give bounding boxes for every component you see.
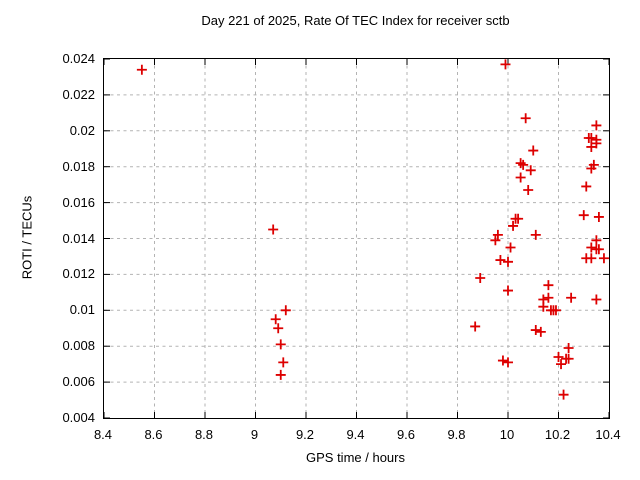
data-point-marker [566, 292, 577, 303]
data-point-marker [558, 389, 569, 400]
y-tick-label: 0.006 [62, 374, 95, 390]
x-tick-label: 8.4 [93, 427, 113, 442]
data-point-marker [591, 120, 602, 131]
data-point-marker [515, 158, 526, 169]
data-point-marker [530, 229, 541, 240]
data-point-marker [528, 145, 539, 156]
y-tick-label: 0.016 [62, 194, 95, 210]
data-point-marker [591, 138, 602, 149]
data-point-marker [515, 172, 526, 183]
data-point-marker [505, 242, 516, 253]
data-point-marker [563, 353, 574, 364]
data-point-marker [535, 326, 546, 337]
y-tick-label: 0.014 [62, 230, 95, 246]
y-tick-label: 0.01 [69, 302, 95, 318]
data-point-marker [503, 256, 513, 267]
data-point-marker [586, 141, 597, 152]
data-point-marker [520, 113, 531, 124]
y-tick-label: 0.02 [69, 122, 95, 138]
data-point-marker [503, 357, 513, 368]
data-point-marker [556, 359, 567, 370]
data-point-marker [495, 255, 506, 266]
x-tick-label: 10.4 [595, 427, 621, 442]
x-tick-label: 10.2 [544, 427, 571, 442]
y-tick-label: 0.004 [62, 410, 95, 425]
data-point-marker [593, 244, 604, 255]
data-point-marker [475, 272, 486, 283]
data-point-marker [578, 210, 589, 221]
y-tick-label: 0.018 [62, 158, 95, 174]
data-point-marker [270, 314, 281, 325]
x-tick-label: 10 [499, 427, 515, 442]
data-point-marker [275, 369, 286, 380]
data-point-marker [586, 242, 597, 253]
data-point-marker [268, 224, 279, 235]
x-axis-label: GPS time / hours [306, 450, 405, 465]
data-point-marker [543, 280, 554, 291]
data-point-marker [273, 323, 284, 334]
x-tick-label: 9 [250, 427, 259, 442]
y-tick-label: 0.008 [62, 338, 95, 354]
data-point-marker [278, 357, 289, 368]
x-tick-label: 9.4 [346, 427, 365, 442]
data-point-marker [591, 235, 602, 246]
data-point-marker [591, 294, 602, 305]
data-point-marker [500, 59, 511, 70]
y-tick-label: 0.022 [62, 86, 95, 102]
data-point-marker [503, 285, 513, 296]
data-point-marker [275, 339, 286, 350]
data-point-marker [593, 211, 604, 222]
x-tick-label: 8.8 [194, 427, 214, 442]
data-point-marker [470, 321, 481, 332]
chart-title: Day 221 of 2025, Rate Of TEC Index for r… [201, 13, 510, 28]
data-point-marker [538, 301, 549, 312]
y-tick-label: 0.012 [62, 266, 95, 282]
data-point-marker [490, 235, 501, 246]
data-point-marker [492, 229, 503, 240]
data-point-marker [497, 355, 508, 366]
data-point-marker [530, 325, 541, 336]
data-point-marker [598, 253, 609, 264]
x-tick-label: 9.2 [295, 427, 315, 442]
data-point-marker [508, 220, 519, 231]
data-point-marker [550, 305, 561, 316]
data-point-marker [513, 213, 524, 224]
data-point-marker [525, 165, 536, 176]
x-tick-label: 9.6 [396, 427, 416, 442]
x-tick-label: 8.6 [144, 427, 163, 442]
data-point-marker [586, 163, 597, 174]
x-tick-label: 9.8 [447, 427, 466, 442]
data-point-marker [280, 305, 291, 316]
data-point-marker [586, 132, 597, 143]
data-point-marker [518, 159, 529, 170]
data-point-marker [553, 351, 564, 362]
data-point-marker [581, 181, 592, 192]
data-point-marker [563, 342, 574, 353]
data-point-marker [543, 292, 554, 303]
y-tick-label: 0.024 [62, 51, 95, 66]
data-point-marker [586, 253, 597, 264]
data-point-marker [136, 64, 147, 75]
plot-canvas [104, 59, 609, 418]
plot-area [103, 58, 610, 419]
y-axis-label: ROTI / TECUs [19, 195, 35, 280]
data-point-marker [523, 185, 534, 196]
